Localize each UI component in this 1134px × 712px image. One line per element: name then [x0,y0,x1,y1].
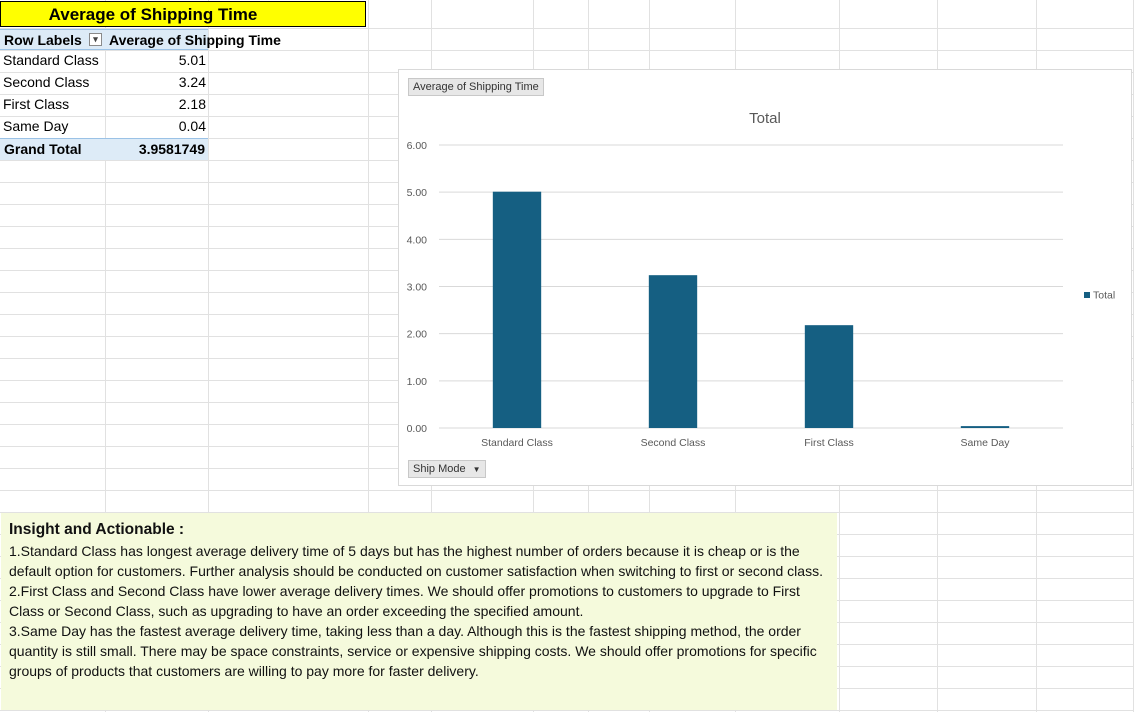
sheet-title: Average of Shipping Time [48,5,258,24]
insight-point: 2.First Class and Second Class have lowe… [9,583,800,619]
y-tick-label: 1.00 [407,376,428,388]
grid-row-line [0,28,1134,29]
y-tick-label: 2.00 [407,329,428,341]
dropdown-arrow-icon: ▼ [472,465,481,474]
pivot-row-value: 2.18 [178,96,206,112]
pivot-row[interactable]: Standard Class 5.01 [0,50,208,72]
pivot-row-label: Standard Class [3,52,99,68]
bar [960,426,1010,428]
sort-filter-icon[interactable]: ▾ [89,33,102,46]
axis-field-label: Ship Mode [413,463,466,475]
insight-point: 1.Standard Class has longest average del… [9,543,823,579]
pivot-row-label: Second Class [3,74,90,90]
pivot-row-value: 0.04 [178,118,206,134]
axis-field-button[interactable]: Ship Mode ▼ [408,460,486,478]
value-header[interactable]: Average of Shipping Time [109,32,281,48]
y-tick-label: 3.00 [407,282,428,294]
grand-total-value: 3.9581749 [138,141,205,157]
grand-total-row[interactable]: Grand Total 3.9581749 [0,138,208,160]
pivot-row-value: 3.24 [178,74,206,90]
grid-row-line [0,710,1134,711]
grid-column-line [105,0,106,712]
pivot-row-value: 5.01 [178,52,206,68]
legend-label: Total [1093,290,1115,302]
row-labels-header[interactable]: Row Labels [4,32,82,48]
grid-column-line [208,0,209,712]
value-field-label: Average of Shipping Time [413,81,539,93]
bar [804,325,854,428]
y-tick-label: 4.00 [407,234,428,246]
pivot-row-label: Same Day [3,118,69,134]
insight-point: 3.Same Day has the fastest average deliv… [9,623,817,679]
pivot-header-row: Row Labels ▾ Average of Shipping Time [0,29,281,50]
bar [648,275,698,428]
insight-heading: Insight and Actionable : [9,521,185,538]
pivot-chart[interactable]: Total 0.00 1.00 2.00 3.00 4.00 5.00 6.00 Standar… [398,69,1132,486]
grid-row-line [0,50,1134,51]
pivot-row-label: First Class [3,96,70,112]
grid-column-line [368,0,369,712]
value-field-button[interactable]: Average of Shipping Time [408,78,544,96]
sheet-title-cell[interactable]: Average of Shipping Time [0,1,366,27]
grid-row-line [0,490,1134,491]
x-tick-label: Same Day [960,437,1010,449]
x-tick-label: First Class [804,437,854,449]
x-tick-label: Standard Class [481,437,553,449]
grid-row-line [0,512,1134,513]
bar-chart-svg: Total 0.00 1.00 2.00 3.00 4.00 5.00 6.00 Standar… [407,110,1116,449]
insight-textbox[interactable]: Insight and Actionable : 1.Standard Clas… [1,513,837,710]
y-tick-label: 5.00 [407,187,428,199]
bar [492,191,542,428]
chart-title: Total [749,110,781,127]
x-tick-label: Second Class [641,437,706,449]
y-tick-label: 0.00 [407,423,428,435]
pivot-row[interactable]: First Class 2.18 [0,94,208,116]
pivot-row[interactable]: Second Class 3.24 [0,72,208,94]
legend-swatch [1084,292,1090,298]
y-tick-label: 6.00 [407,140,428,152]
grand-total-label: Grand Total [4,141,82,157]
pivot-row[interactable]: Same Day 0.04 [0,116,208,138]
